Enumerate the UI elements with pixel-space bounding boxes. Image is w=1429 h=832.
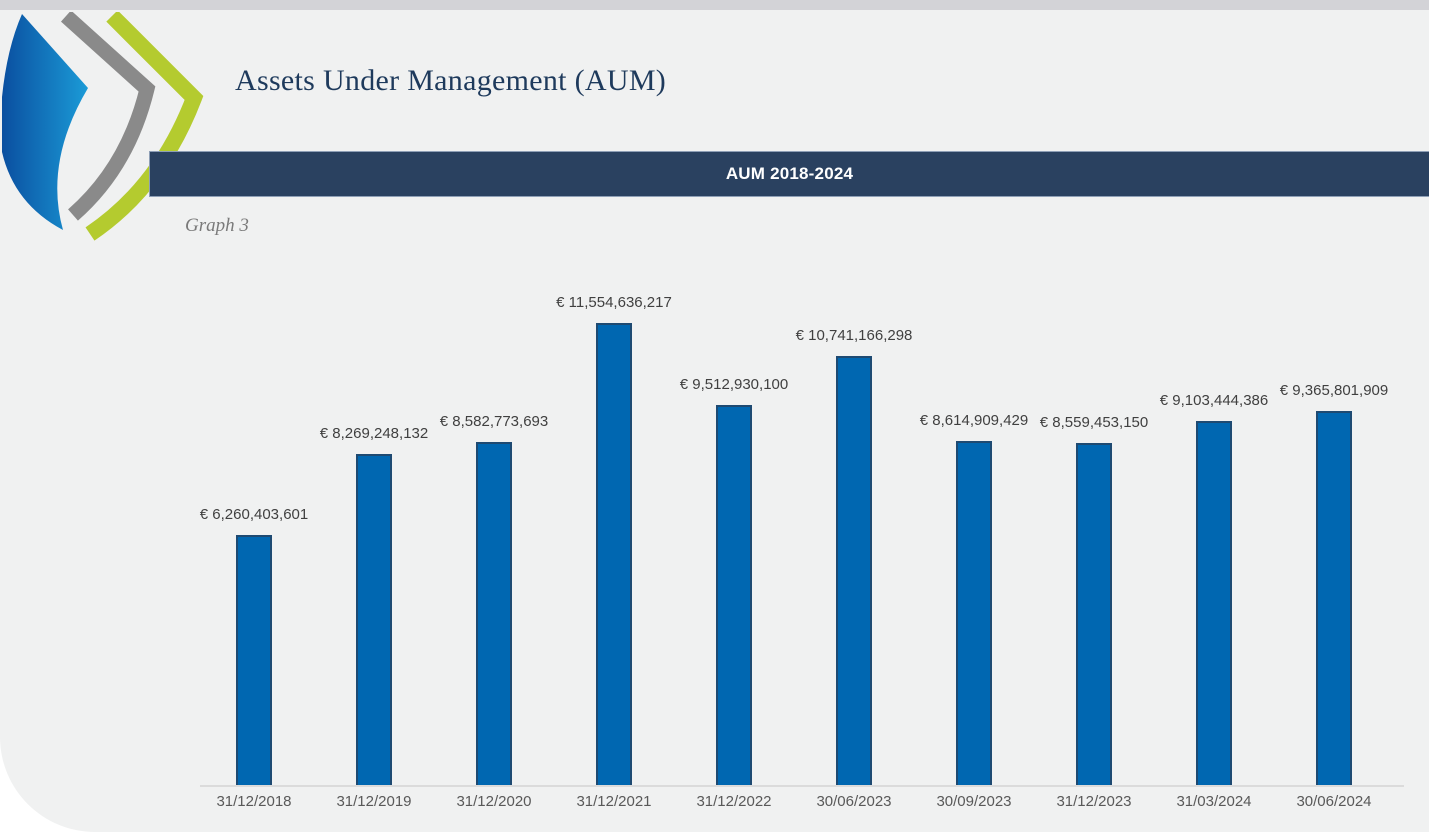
bar-slot: € 9,103,444,386: [1154, 280, 1274, 785]
bar: [1196, 421, 1232, 785]
x-axis-label: 31/03/2024: [1176, 793, 1252, 810]
x-axis-label: 30/06/2023: [816, 793, 892, 810]
bar-slot: € 8,614,909,429: [914, 280, 1034, 785]
x-axis-label: 31/12/2023: [1056, 793, 1132, 810]
bar: [1316, 411, 1352, 785]
bar-value-label: € 10,741,166,298: [795, 327, 913, 344]
x-axis-label: 31/12/2022: [696, 793, 772, 810]
logo-gray-chevron-icon: [60, 12, 156, 221]
graph-caption: Graph 3: [185, 215, 249, 236]
bar: [1076, 443, 1112, 785]
x-axis-label: 31/12/2019: [336, 793, 412, 810]
bar-value-label: € 9,103,444,386: [1159, 392, 1269, 409]
x-axis-label: 30/06/2024: [1296, 793, 1372, 810]
logo-blue-leaf-icon: [2, 14, 88, 230]
bar-value-label: € 8,582,773,693: [439, 413, 549, 430]
chart-title-banner-label: AUM 2018-2024: [725, 164, 854, 183]
bar-slot: € 9,512,930,100: [674, 280, 794, 785]
page-title: Assets Under Management (AUM): [235, 64, 667, 97]
bar-value-label: € 8,269,248,132: [319, 425, 429, 442]
bar-value-label: € 9,512,930,100: [679, 376, 789, 393]
bar-slot: € 8,269,248,132: [314, 280, 434, 785]
bar-value-label: € 9,365,801,909: [1279, 382, 1389, 399]
bar: [236, 535, 272, 785]
bar-value-label: € 8,559,453,150: [1039, 414, 1149, 431]
bar-slot: € 8,582,773,693: [434, 280, 554, 785]
chart-title-banner: AUM 2018-2024: [149, 151, 1429, 197]
bar: [356, 454, 392, 785]
bar-slot: € 10,741,166,298: [794, 280, 914, 785]
x-axis-label: 31/12/2018: [216, 793, 292, 810]
x-axis-label: 31/12/2020: [456, 793, 532, 810]
x-axis-label: 30/09/2023: [936, 793, 1012, 810]
bar: [836, 356, 872, 785]
top-strip: [0, 0, 1429, 10]
company-logo-icon: [2, 12, 204, 241]
bar-slot: € 11,554,636,217: [554, 280, 674, 785]
x-axis-line: [200, 785, 1404, 787]
bar-value-label: € 11,554,636,217: [556, 294, 672, 311]
bar-slot: € 6,260,403,601: [194, 280, 314, 785]
aum-bar-chart: € 6,260,403,601 € 8,269,248,132 € 8,582,77…: [194, 280, 1404, 810]
bar: [716, 405, 752, 785]
bar-value-label: € 8,614,909,429: [919, 412, 1029, 429]
x-axis-labels: 31/12/2018 31/12/2019 31/12/2020 31/12/2021…: [194, 793, 1394, 810]
bar: [596, 323, 632, 785]
bar-value-label: € 6,260,403,601: [199, 506, 309, 523]
chart-plot-area: € 6,260,403,601 € 8,269,248,132 € 8,582,77…: [194, 280, 1394, 785]
bar-slot: € 9,365,801,909: [1274, 280, 1394, 785]
bar: [956, 441, 992, 785]
bar: [476, 442, 512, 785]
bar-slot: € 8,559,453,150: [1034, 280, 1154, 785]
x-axis-label: 31/12/2021: [576, 793, 652, 810]
